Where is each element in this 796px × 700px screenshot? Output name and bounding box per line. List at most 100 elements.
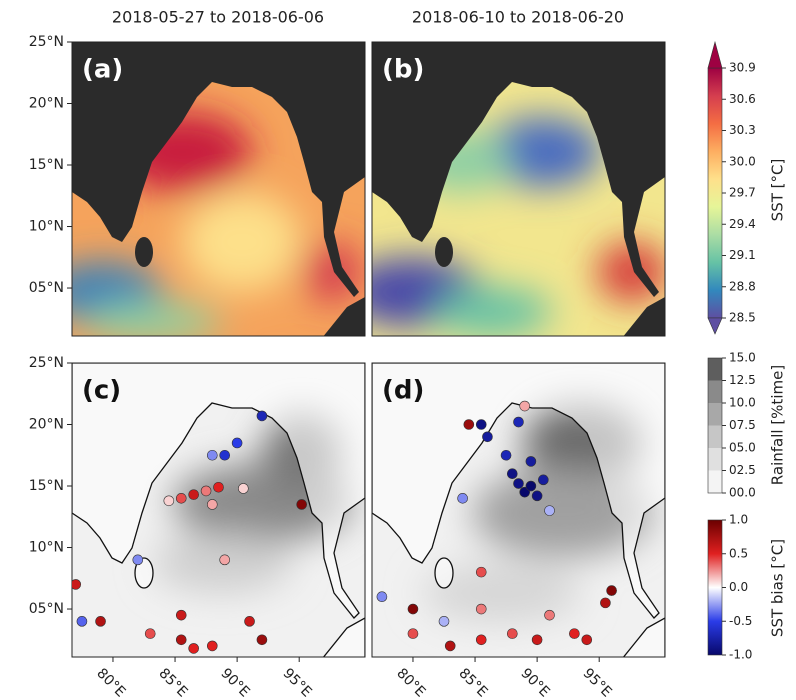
observation-point	[519, 400, 531, 412]
colorbar-label: SST [°C]	[769, 159, 787, 222]
colorbar-tick-label: 02.5	[729, 463, 756, 477]
map-panel	[72, 363, 365, 657]
colorbar-extend	[707, 317, 723, 335]
colorbar-tick-label: 30.0	[729, 154, 756, 168]
map-panel	[372, 363, 665, 657]
colorbar-tick-label: 00.0	[729, 486, 756, 500]
observation-point	[376, 591, 388, 603]
y-tick-label: 25°N	[29, 34, 64, 50]
observation-point	[175, 609, 187, 621]
y-tick-label: 10°N	[29, 540, 64, 556]
colorbar	[707, 67, 723, 319]
observation-point	[581, 634, 593, 646]
observation-point	[188, 489, 199, 500]
map-panel	[372, 42, 665, 336]
observation-point	[95, 616, 106, 627]
column-title: 2018-06-10 to 2018-06-20	[412, 8, 624, 27]
observations	[376, 400, 617, 652]
observation-point	[444, 640, 456, 652]
colorbar-tick-label: 1.0	[729, 513, 748, 527]
observation-point	[475, 566, 487, 578]
observation-point	[475, 419, 487, 430]
observations	[72, 410, 307, 654]
y-tick-label: 15°N	[29, 478, 64, 494]
observation-point	[463, 419, 475, 430]
observation-point	[256, 634, 268, 646]
observation-point	[163, 495, 175, 507]
observation-point	[513, 416, 524, 428]
colorbar-label: Rainfall [%time]	[769, 365, 787, 485]
observation-point	[457, 493, 468, 504]
y-tick-label: 10°N	[29, 219, 64, 235]
observation-point	[544, 609, 555, 621]
panel-frame	[71, 362, 366, 658]
colorbar-step	[708, 403, 722, 426]
observation-point	[475, 603, 487, 615]
colorbar-tick-label: 29.4	[729, 217, 756, 231]
observation-point	[438, 616, 450, 627]
observation-point	[132, 554, 144, 566]
colorbar-tick-label: -0.5	[729, 614, 752, 628]
colorbar-step	[708, 380, 722, 403]
colorbar-tick-label: 28.5	[729, 311, 756, 325]
y-tick-label: 20°N	[29, 417, 64, 433]
colorbar-tick-label: 29.7	[729, 186, 756, 200]
observation-point	[175, 634, 187, 646]
colorbar-label: SST bias [°C]	[769, 539, 787, 637]
panel-label: (c)	[82, 376, 121, 406]
observation-point	[144, 628, 156, 639]
observation-point	[206, 640, 218, 652]
panel-label: (d)	[382, 376, 424, 406]
colorbar-tick-label: 30.6	[729, 92, 756, 106]
panel-frame	[371, 362, 666, 658]
y-tick-label: 25°N	[29, 355, 64, 371]
x-tick-label: 85°E	[155, 665, 190, 700]
observation-point	[238, 483, 249, 494]
observation-point	[544, 505, 555, 516]
y-tick-label: 05°N	[29, 280, 64, 296]
colorbar-step	[708, 448, 722, 471]
observation-point	[482, 431, 493, 443]
y-tick-label: 15°N	[29, 157, 64, 173]
observation-point	[175, 493, 187, 504]
colorbar-tick-label: 29.1	[729, 248, 756, 262]
observation-point	[506, 468, 518, 480]
x-tick-label: 80°E	[393, 665, 428, 700]
observation-point	[525, 480, 537, 492]
observation-point	[256, 410, 268, 422]
observation-point	[475, 634, 487, 646]
colorbar-step	[708, 470, 722, 493]
observation-point	[213, 481, 224, 493]
observation-point	[219, 449, 231, 461]
y-tick-label: 20°N	[29, 96, 64, 112]
x-tick-label: 85°E	[455, 665, 490, 700]
observation-point	[506, 628, 518, 639]
observation-point	[200, 485, 212, 497]
panel-label: (b)	[382, 55, 424, 85]
x-tick-label: 80°E	[93, 665, 128, 700]
panel-frame	[371, 41, 666, 337]
observation-point	[296, 499, 307, 510]
colorbar-tick-label: 12.5	[729, 373, 756, 387]
observation-point	[231, 437, 243, 449]
observation-point	[531, 490, 543, 502]
observation-point	[407, 628, 419, 639]
colorbar-tick-label: 05.0	[729, 441, 756, 455]
observation-point	[72, 579, 82, 590]
colorbar-tick-label: -1.0	[729, 648, 752, 662]
colorbar-tick-label: 15.0	[729, 351, 756, 365]
observation-point	[219, 554, 231, 566]
observation-point	[244, 616, 255, 627]
x-tick-label: 95°E	[580, 665, 615, 700]
x-tick-label: 90°E	[217, 665, 252, 700]
colorbar-tick-label: 10.0	[729, 396, 756, 410]
colorbar	[707, 519, 723, 656]
column-title: 2018-05-27 to 2018-06-06	[112, 8, 324, 27]
colorbar-step	[708, 358, 722, 381]
colorbar-tick-label: 07.5	[729, 418, 756, 432]
colorbar-extend	[707, 40, 723, 69]
y-tick-label: 05°N	[29, 601, 64, 617]
panel-frame	[71, 41, 366, 337]
map-panel	[72, 42, 365, 336]
